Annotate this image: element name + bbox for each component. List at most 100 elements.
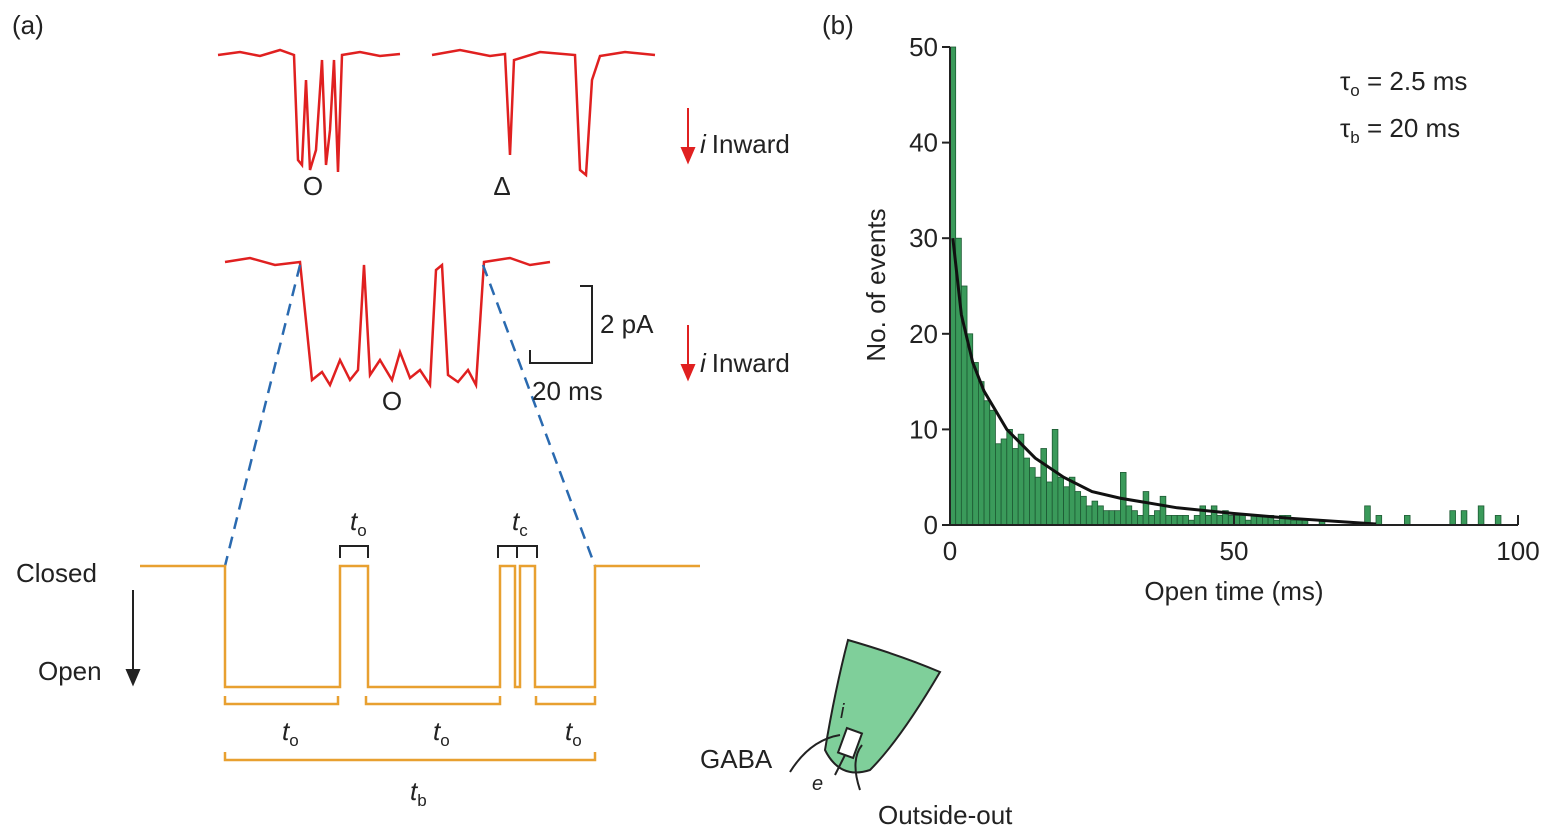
- interval-sub: c: [519, 521, 528, 540]
- bar: [1097, 505, 1104, 526]
- panel-label: (a): [12, 10, 44, 40]
- y-axis-label: No. of events: [861, 208, 891, 361]
- bar: [1102, 510, 1110, 526]
- y-tick-label: 0: [924, 510, 938, 540]
- scale-x-label: 20 ms: [532, 376, 603, 406]
- bar: [1375, 515, 1383, 526]
- y-tick-label: 30: [909, 223, 938, 253]
- bar: [1000, 438, 1008, 526]
- annotation-text: = 20 ms: [1360, 113, 1460, 143]
- current-symbol: i: [700, 348, 707, 378]
- bar: [1029, 467, 1036, 526]
- bar: [1091, 500, 1099, 526]
- trace-mark: O: [303, 171, 323, 201]
- bar: [1108, 510, 1116, 526]
- current-text: Inward: [712, 348, 790, 378]
- inset-current: i: [840, 701, 845, 723]
- bar: [1239, 515, 1246, 526]
- bar: [1182, 515, 1189, 526]
- current-arrows: [680, 108, 696, 382]
- interval-label: to: [565, 716, 582, 750]
- state-diagram: [140, 564, 700, 762]
- fit-curve: [951, 238, 1377, 526]
- bar: [1210, 505, 1218, 526]
- bar: [1114, 510, 1121, 526]
- state-label: Open: [38, 656, 102, 686]
- bar: [1125, 505, 1133, 526]
- y-tick-label: 10: [909, 414, 938, 444]
- bar: [1449, 510, 1456, 526]
- bar: [1171, 515, 1178, 526]
- state-label: Closed: [16, 558, 97, 588]
- bar: [983, 400, 991, 526]
- interval-label: tb: [410, 776, 427, 810]
- bar: [1148, 515, 1155, 526]
- inset-agonist: GABA: [700, 744, 773, 774]
- interval-t: t: [512, 506, 521, 536]
- bar: [1216, 515, 1224, 526]
- annotation-sub: b: [1350, 128, 1359, 147]
- bar: [1085, 505, 1093, 526]
- bar: [1176, 515, 1184, 526]
- bar: [1051, 428, 1059, 526]
- bar: [1080, 495, 1087, 526]
- interval-sub: o: [440, 731, 449, 750]
- interval-sub: o: [572, 731, 581, 750]
- current-traces: [217, 48, 656, 390]
- bar: [989, 409, 996, 526]
- bar: [1034, 476, 1042, 526]
- annotation-symbol: τ: [1340, 113, 1351, 143]
- interval-t: t: [410, 776, 419, 806]
- bar: [995, 443, 1002, 526]
- bar: [1046, 481, 1053, 526]
- x-tick-label: 50: [1220, 536, 1249, 566]
- bar: [1040, 448, 1047, 526]
- annotation: τo = 2.5 ms: [1340, 66, 1467, 100]
- x-axis-label: Open time (ms): [1144, 576, 1323, 606]
- bar: [1074, 491, 1082, 526]
- interval-sub: o: [289, 731, 298, 750]
- bar: [1165, 515, 1172, 526]
- bar: [1068, 476, 1076, 526]
- panel-label: (b): [822, 10, 854, 40]
- bar: [1012, 448, 1019, 526]
- current-label: i Inward: [700, 129, 790, 159]
- interval-brackets: [339, 545, 538, 558]
- annotation-text: = 2.5 ms: [1360, 66, 1468, 96]
- bar: [1063, 486, 1070, 526]
- annotation: τb = 20 ms: [1340, 113, 1460, 147]
- bar: [1205, 515, 1212, 526]
- inset-pipette: [789, 638, 942, 791]
- bar: [1131, 510, 1138, 526]
- x-tick-label: 0: [943, 536, 957, 566]
- interval-t: t: [282, 716, 291, 746]
- scale-bar: [529, 285, 593, 364]
- annotation-sub: o: [1350, 81, 1359, 100]
- interval-t: t: [350, 506, 359, 536]
- interval-t: t: [565, 716, 574, 746]
- current-text: Inward: [712, 129, 790, 159]
- bar: [1159, 495, 1167, 526]
- interval-sub: o: [357, 521, 366, 540]
- bar: [1477, 505, 1485, 526]
- bar: [1154, 510, 1161, 526]
- y-tick-label: 50: [909, 32, 938, 62]
- bar: [1404, 515, 1411, 526]
- bar: [1023, 457, 1030, 526]
- scale-y-label: 2 pA: [600, 309, 654, 339]
- interval-t: t: [433, 716, 442, 746]
- y-tick-label: 20: [909, 319, 938, 349]
- interval-sub: b: [417, 791, 426, 810]
- bar: [1250, 515, 1258, 526]
- interval-label: tc: [512, 506, 528, 540]
- interval-label: to: [282, 716, 299, 750]
- bar: [1006, 428, 1013, 526]
- bar: [1460, 510, 1468, 526]
- bar: [1142, 491, 1150, 526]
- trace-mark: Δ: [493, 171, 510, 201]
- inset-electron: e: [812, 773, 823, 795]
- x-tick-label: 100: [1496, 536, 1539, 566]
- bar: [1137, 515, 1144, 526]
- interval-label: to: [433, 716, 450, 750]
- open-arrow: [125, 590, 141, 687]
